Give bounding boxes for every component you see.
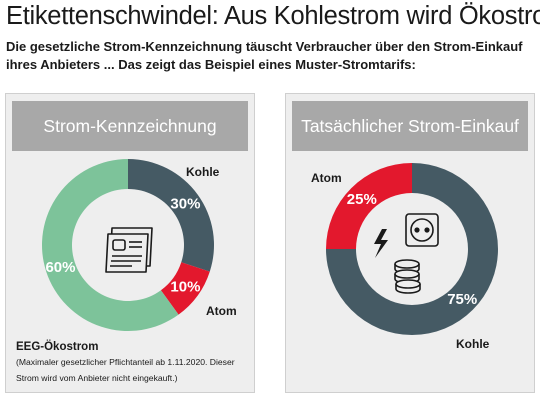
page-subtitle: Die gesetzliche Strom-Kennzeichnung täus… <box>6 39 523 72</box>
value-label-atom: 25% <box>347 191 377 208</box>
panel-header-strom-kennzeichnung: Strom-Kennzeichnung <box>12 101 248 151</box>
power-socket-coins-icon <box>374 213 439 294</box>
label-kohle-right: Kohle <box>456 337 490 351</box>
panel-strom-kennzeichnung: Strom-Kennzeichnung Kohle Atom 30% 10% 60%… <box>5 93 255 393</box>
donut-chart-strom-kennzeichnung: Kohle Atom 30% 10% 60% <box>41 159 237 331</box>
value-label-kohle: 75% <box>447 291 477 308</box>
donut-chart-tatsaechlicher-strom-einkauf: Atom Kohle 75% 25% <box>311 163 498 351</box>
footnote-eeg: (Maximaler gesetzlicher Pflichtanteil ab… <box>16 357 235 383</box>
label-kohle-left: Kohle <box>186 165 220 179</box>
donut-slice-atom <box>326 163 412 249</box>
donut-slice-eeg-kostrom <box>41 159 179 331</box>
panel-tatsaechlicher-strom-einkauf: Tatsächlicher Strom-Einkauf Atom Kohle 7… <box>285 93 535 393</box>
donut-slice-atom <box>160 262 210 315</box>
footnote-title-eeg: EEG-Ökostrom <box>16 341 99 353</box>
page-title: Etikettenschwindel: Aus Kohlestrom wird … <box>6 2 540 30</box>
value-label-eeg-kostrom: 60% <box>45 259 75 276</box>
label-atom-left: Atom <box>206 304 237 318</box>
document-certificate-icon <box>105 227 153 273</box>
donut-slice-kohle <box>128 159 214 272</box>
panel-header-tatsaechlicher-strom-einkauf: Tatsächlicher Strom-Einkauf <box>292 101 528 151</box>
label-atom-right: Atom <box>311 171 342 185</box>
value-label-kohle: 30% <box>170 195 200 212</box>
donut-slice-kohle <box>326 163 498 335</box>
value-label-atom: 10% <box>170 279 200 296</box>
